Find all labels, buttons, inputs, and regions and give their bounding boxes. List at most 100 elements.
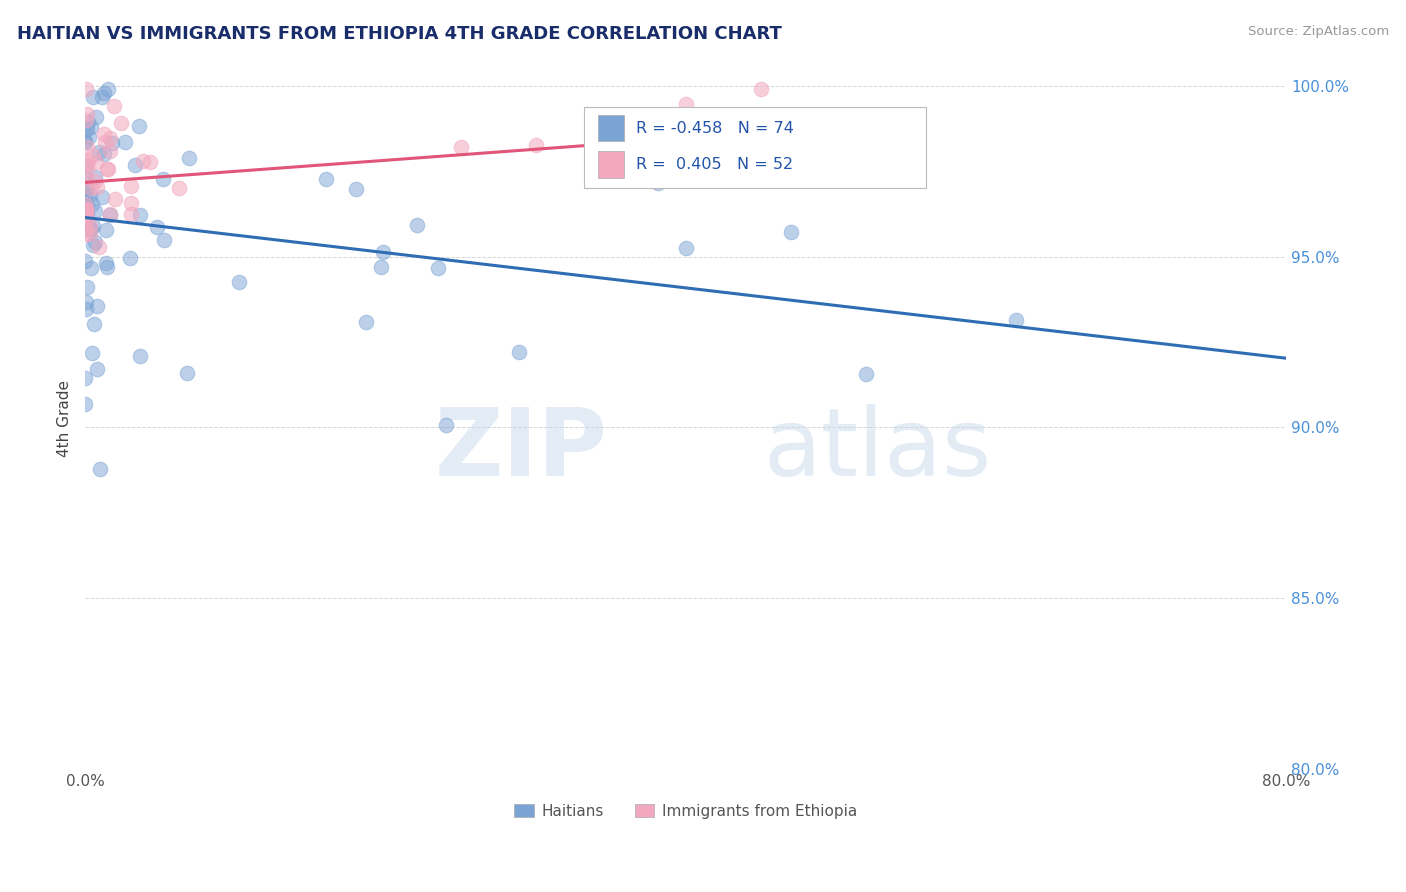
Point bbox=[315, 171, 337, 186]
Point bbox=[98, 207, 121, 221]
Text: ZIP: ZIP bbox=[434, 404, 607, 497]
Point bbox=[87, 145, 110, 159]
Text: Source: ZipAtlas.com: Source: ZipAtlas.com bbox=[1249, 25, 1389, 38]
Point bbox=[76, 162, 98, 177]
Point bbox=[75, 202, 97, 217]
Point bbox=[120, 178, 142, 193]
Point bbox=[120, 207, 142, 221]
Point bbox=[734, 124, 756, 138]
Point bbox=[128, 119, 150, 133]
Point bbox=[75, 227, 97, 241]
Point bbox=[599, 145, 621, 160]
Point bbox=[75, 196, 97, 211]
Point bbox=[79, 187, 101, 202]
Point bbox=[82, 237, 104, 252]
Text: R =  0.405   N = 52: R = 0.405 N = 52 bbox=[637, 157, 793, 172]
Point bbox=[132, 153, 155, 168]
Point bbox=[749, 82, 772, 96]
Point bbox=[80, 181, 103, 195]
Point bbox=[98, 208, 121, 222]
Point bbox=[82, 219, 104, 233]
Point bbox=[120, 195, 142, 210]
Text: HAITIAN VS IMMIGRANTS FROM ETHIOPIA 4TH GRADE CORRELATION CHART: HAITIAN VS IMMIGRANTS FROM ETHIOPIA 4TH … bbox=[17, 25, 782, 43]
Point bbox=[779, 168, 801, 182]
Point bbox=[76, 139, 98, 153]
Point bbox=[76, 206, 98, 220]
Point bbox=[76, 115, 98, 129]
Point bbox=[110, 116, 132, 130]
Point bbox=[82, 90, 104, 104]
Point bbox=[75, 187, 97, 202]
Point bbox=[86, 179, 108, 194]
Point bbox=[508, 345, 530, 359]
Point bbox=[344, 182, 367, 196]
Point bbox=[354, 315, 377, 329]
Point bbox=[84, 110, 107, 124]
Point bbox=[1004, 313, 1026, 327]
Point bbox=[76, 279, 98, 293]
Point bbox=[120, 251, 142, 265]
Point bbox=[855, 368, 877, 382]
Point bbox=[87, 240, 110, 254]
Point bbox=[647, 176, 669, 190]
Point bbox=[139, 155, 162, 169]
Point bbox=[426, 261, 449, 276]
Point bbox=[75, 82, 97, 96]
Point bbox=[75, 202, 97, 217]
Point bbox=[80, 196, 103, 211]
Point bbox=[84, 204, 107, 219]
Point bbox=[129, 208, 152, 222]
Point bbox=[370, 260, 392, 274]
Point bbox=[75, 183, 97, 197]
Point bbox=[76, 107, 98, 121]
Point bbox=[75, 371, 97, 385]
Point bbox=[83, 317, 105, 331]
Point bbox=[75, 204, 97, 219]
Point bbox=[152, 233, 174, 247]
Text: R = -0.458   N = 74: R = -0.458 N = 74 bbox=[637, 120, 794, 136]
Point bbox=[97, 82, 120, 96]
Point bbox=[84, 169, 107, 184]
Point bbox=[84, 155, 107, 169]
Point bbox=[75, 180, 97, 194]
Point bbox=[675, 97, 697, 112]
Point bbox=[434, 417, 457, 432]
Point bbox=[75, 214, 97, 228]
Point bbox=[90, 190, 112, 204]
Point bbox=[104, 192, 127, 206]
Point bbox=[80, 346, 103, 360]
Point bbox=[704, 167, 727, 181]
Point bbox=[76, 222, 98, 236]
Point bbox=[75, 208, 97, 222]
Point bbox=[124, 158, 146, 172]
FancyBboxPatch shape bbox=[583, 107, 925, 187]
Point bbox=[75, 202, 97, 217]
Point bbox=[96, 223, 118, 237]
Point bbox=[75, 203, 97, 218]
Legend: Haitians, Immigrants from Ethiopia: Haitians, Immigrants from Ethiopia bbox=[508, 797, 863, 825]
Point bbox=[152, 172, 174, 186]
Point bbox=[79, 219, 101, 233]
Point bbox=[80, 222, 103, 236]
Point bbox=[100, 136, 122, 151]
Point bbox=[450, 139, 472, 153]
Point bbox=[75, 159, 97, 173]
Point bbox=[98, 144, 121, 158]
Point bbox=[75, 222, 97, 236]
Point bbox=[75, 134, 97, 148]
Point bbox=[76, 197, 98, 211]
Point bbox=[169, 181, 191, 195]
Point bbox=[75, 216, 97, 230]
Point bbox=[675, 241, 697, 255]
Point bbox=[94, 136, 117, 150]
Point bbox=[75, 135, 97, 149]
Point bbox=[75, 207, 97, 221]
Point bbox=[80, 260, 103, 275]
Point bbox=[103, 98, 125, 112]
Point bbox=[76, 157, 98, 171]
Point bbox=[93, 86, 115, 100]
Point bbox=[94, 256, 117, 270]
Point bbox=[371, 245, 394, 260]
Point bbox=[76, 122, 98, 136]
Point bbox=[79, 227, 101, 241]
